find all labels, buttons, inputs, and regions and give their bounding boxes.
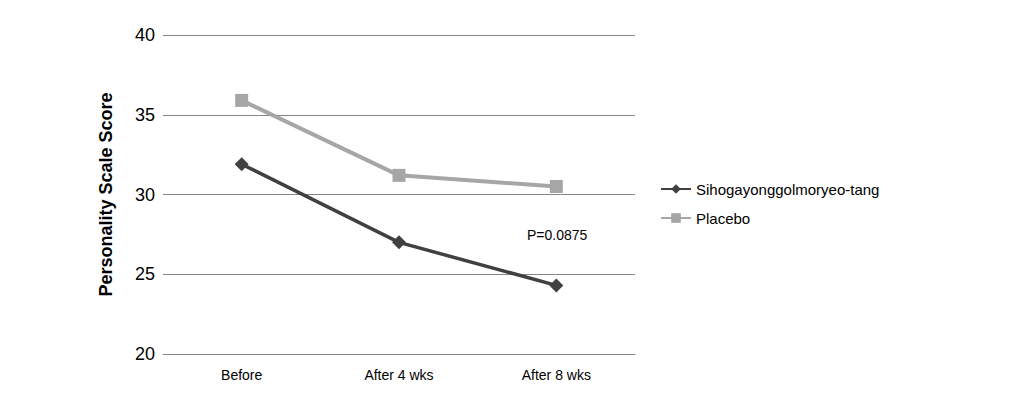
svg-text:P=0.0875: P=0.0875 [527,227,588,243]
svg-text:30: 30 [135,185,155,205]
svg-text:After 8 wks: After 8 wks [522,367,591,383]
svg-text:20: 20 [135,344,155,364]
svg-text:Before: Before [221,367,262,383]
svg-text:Personality Scale Score: Personality Scale Score [96,92,116,296]
svg-text:After 4 wks: After 4 wks [364,367,433,383]
svg-text:25: 25 [135,264,155,284]
svg-text:35: 35 [135,105,155,125]
svg-text:Placebo: Placebo [696,210,750,227]
svg-text:Sihogayonggolmoryeo-tang: Sihogayonggolmoryeo-tang [696,181,879,198]
svg-text:40: 40 [135,25,155,45]
